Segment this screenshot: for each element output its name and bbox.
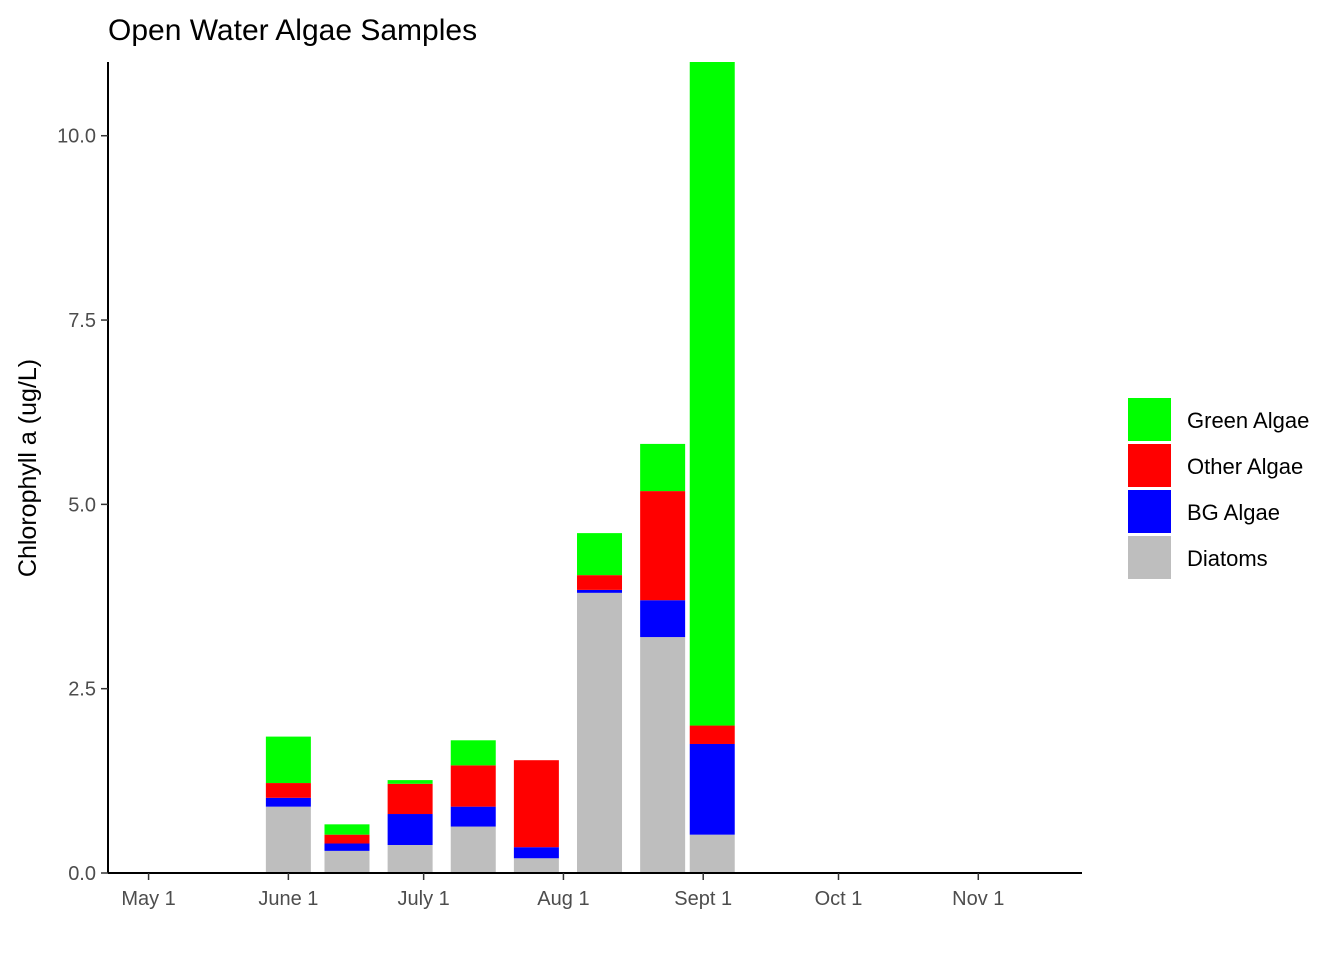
bar-segment-bg-algae <box>640 600 686 638</box>
y-tick-label: 0.0 <box>68 863 96 885</box>
legend-label: Diatoms <box>1187 546 1268 571</box>
y-tick-label: 10.0 <box>57 126 96 148</box>
bar-segment-other-algae <box>689 725 735 744</box>
x-tick-label: Nov 1 <box>952 888 1004 910</box>
legend-label: Other Algae <box>1187 454 1303 479</box>
y-axis-title: Chlorophyll a (ug/L) <box>14 359 42 577</box>
bar-segment-green-algae <box>577 533 623 576</box>
x-tick-label: Sept 1 <box>674 888 732 910</box>
legend-key <box>1128 536 1171 579</box>
chart-title: Open Water Algae Samples <box>108 14 477 47</box>
bar-segment-other-algae <box>265 783 311 798</box>
bar-segment-other-algae <box>324 834 370 844</box>
legend-label: Green Algae <box>1187 408 1309 433</box>
bar-segment-green-algae <box>324 824 370 835</box>
legend: Green Algae Other Algae BG Algae Diatoms <box>1128 398 1309 579</box>
bar-segment-other-algae <box>450 765 496 807</box>
bar-segment-bg-algae <box>689 743 735 835</box>
bar-segment-bg-algae <box>450 806 496 827</box>
bar-segment-diatoms <box>640 637 686 873</box>
y-tick-label: 2.5 <box>68 679 96 701</box>
bar-segment-bg-algae <box>324 843 370 851</box>
bar-segment-bg-algae <box>265 797 311 807</box>
bar-segment-other-algae <box>387 783 433 815</box>
legend-label: BG Algae <box>1187 500 1280 525</box>
bar-segment-diatoms <box>265 806 311 873</box>
bar-segment-diatoms <box>387 844 433 873</box>
legend-key <box>1128 398 1171 441</box>
bar-segment-green-algae <box>640 443 686 492</box>
bar-segment-diatoms <box>689 834 735 873</box>
x-tick-label: Oct 1 <box>815 888 863 910</box>
bar-segment-other-algae <box>513 760 559 848</box>
bar-segment-green-algae <box>265 736 311 784</box>
x-tick-label: July 1 <box>398 888 450 910</box>
bar-segment-bg-algae <box>387 814 433 845</box>
x-tick-label: Aug 1 <box>537 888 589 910</box>
bar-segment-bg-algae <box>577 589 623 593</box>
legend-key <box>1128 444 1171 487</box>
bars-group <box>265 62 735 873</box>
x-tick-label: June 1 <box>258 888 318 910</box>
x-tick-label: May 1 <box>121 888 175 910</box>
bar-segment-bg-algae <box>513 847 559 859</box>
bar-segment-diatoms <box>577 592 623 873</box>
y-tick-label: 7.5 <box>68 310 96 332</box>
legend-key <box>1128 490 1171 533</box>
bar-segment-green-algae <box>450 740 496 766</box>
bar-segment-other-algae <box>577 575 623 590</box>
bar-segment-green-algae <box>689 62 735 726</box>
bar-segment-diatoms <box>513 858 559 873</box>
axes-group: 0.0 2.5 5.0 7.5 10.0 May 1 June 1 July 1 Aug 1 Se… <box>57 62 1082 910</box>
bar-segment-other-algae <box>640 491 686 601</box>
y-tick-label: 5.0 <box>68 494 96 516</box>
bar-segment-diatoms <box>450 826 496 873</box>
bar-segment-diatoms <box>324 850 370 873</box>
bar-segment-green-algae <box>387 780 433 784</box>
